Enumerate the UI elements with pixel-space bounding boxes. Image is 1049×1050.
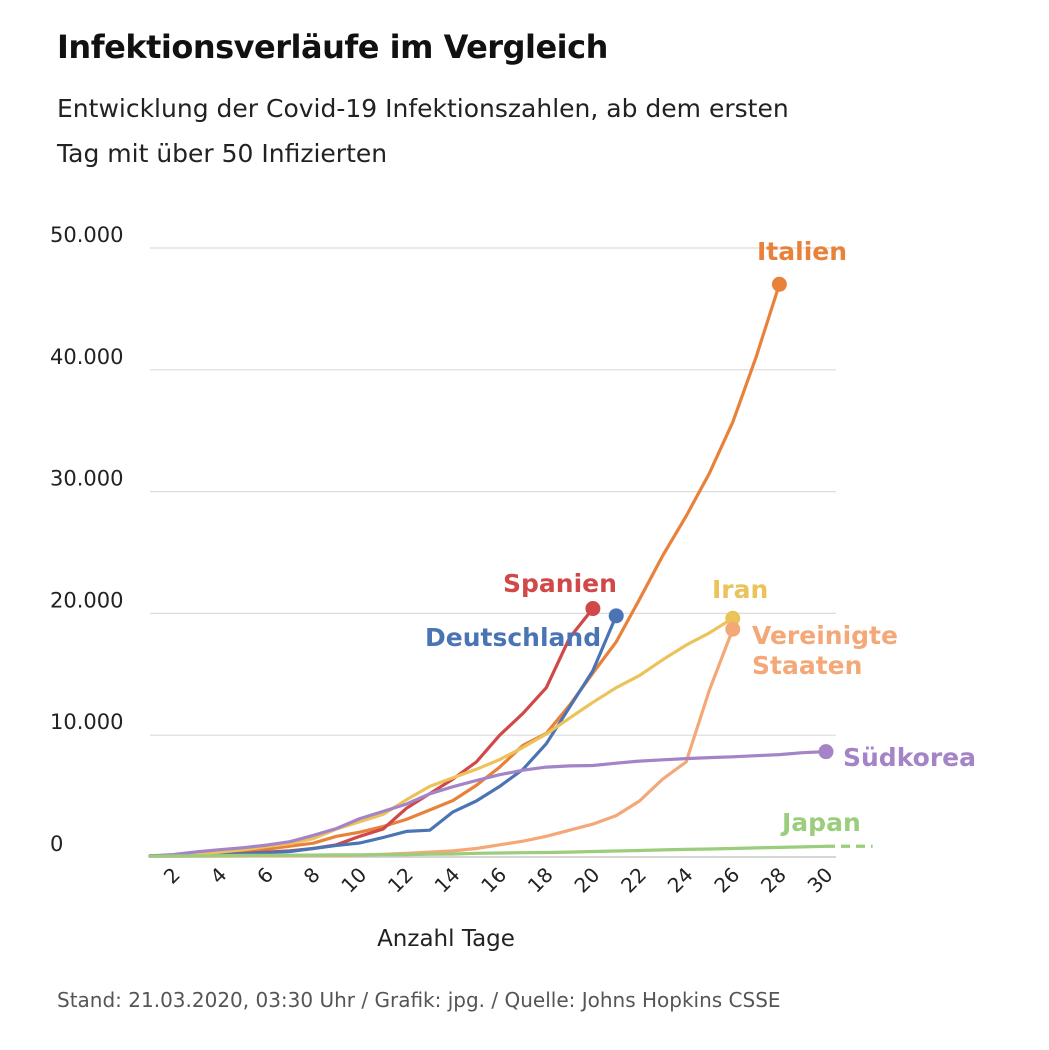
y-tick-label: 10.000: [50, 710, 123, 734]
y-tick-label: 0: [50, 832, 63, 856]
x-tick-label: 28: [756, 863, 791, 898]
y-tick-label: 30.000: [50, 467, 123, 491]
x-tick-label: 24: [663, 863, 698, 898]
series-label: Italien: [757, 237, 847, 266]
series-label: Iran: [712, 575, 768, 604]
y-axis-tick-labels: 0 10.000 20.000 30.000 40.000 50.000: [50, 223, 123, 856]
x-tick-label: 10: [336, 863, 371, 898]
x-axis-title: Anzahl Tage: [377, 926, 515, 952]
series-labels: Italien Spanien Deutschland Iran Vereinigte S…: [425, 237, 976, 837]
series-end-point: [771, 276, 787, 292]
series-line: [148, 749, 828, 858]
x-tick-label: 4: [205, 863, 231, 889]
series-label: Deutschland: [425, 623, 601, 652]
x-tick-label: 30: [803, 863, 838, 898]
series-end-point: [725, 621, 741, 637]
y-tick-label: 40.000: [50, 345, 123, 369]
x-tick-label: 2: [159, 863, 185, 889]
series-label: Südkorea: [843, 743, 976, 772]
x-tick-label: 26: [709, 863, 744, 898]
series-label: Spanien: [503, 569, 617, 598]
x-tick-label: 16: [476, 863, 511, 898]
series-end-point: [585, 601, 601, 617]
x-tick-label: 18: [523, 863, 558, 898]
series-line: [148, 616, 735, 858]
series-label: Japan: [780, 808, 861, 837]
gridlines: [150, 247, 836, 858]
x-axis-tick-labels: 2 4 6 8 10 12 14 16 18 20 22 24 26 28 30: [159, 863, 838, 898]
series-line: [148, 282, 782, 858]
series-line: [148, 844, 828, 858]
x-tick-label: 8: [299, 863, 325, 889]
series-label: Vereinigte Staaten: [752, 621, 898, 680]
series-lines: [148, 276, 873, 858]
x-tick-label: 22: [616, 863, 651, 898]
x-tick-label: 6: [252, 863, 278, 889]
source-note: Stand: 21.03.2020, 03:30 Uhr / Grafik: j…: [57, 988, 781, 1012]
x-tick-label: 12: [383, 863, 418, 898]
x-tick-label: 20: [569, 863, 604, 898]
chart-title: Infektionsverläufe im Vergleich: [57, 28, 608, 66]
series-end-point: [608, 608, 624, 624]
series-end-point: [818, 744, 834, 760]
series-end-point: [725, 610, 741, 626]
x-tick-label: 14: [430, 863, 465, 898]
chart-subtitle: Entwicklung der Covid-19 Infektionszahle…: [57, 94, 789, 168]
y-tick-label: 20.000: [50, 588, 123, 612]
y-tick-label: 50.000: [50, 223, 123, 247]
